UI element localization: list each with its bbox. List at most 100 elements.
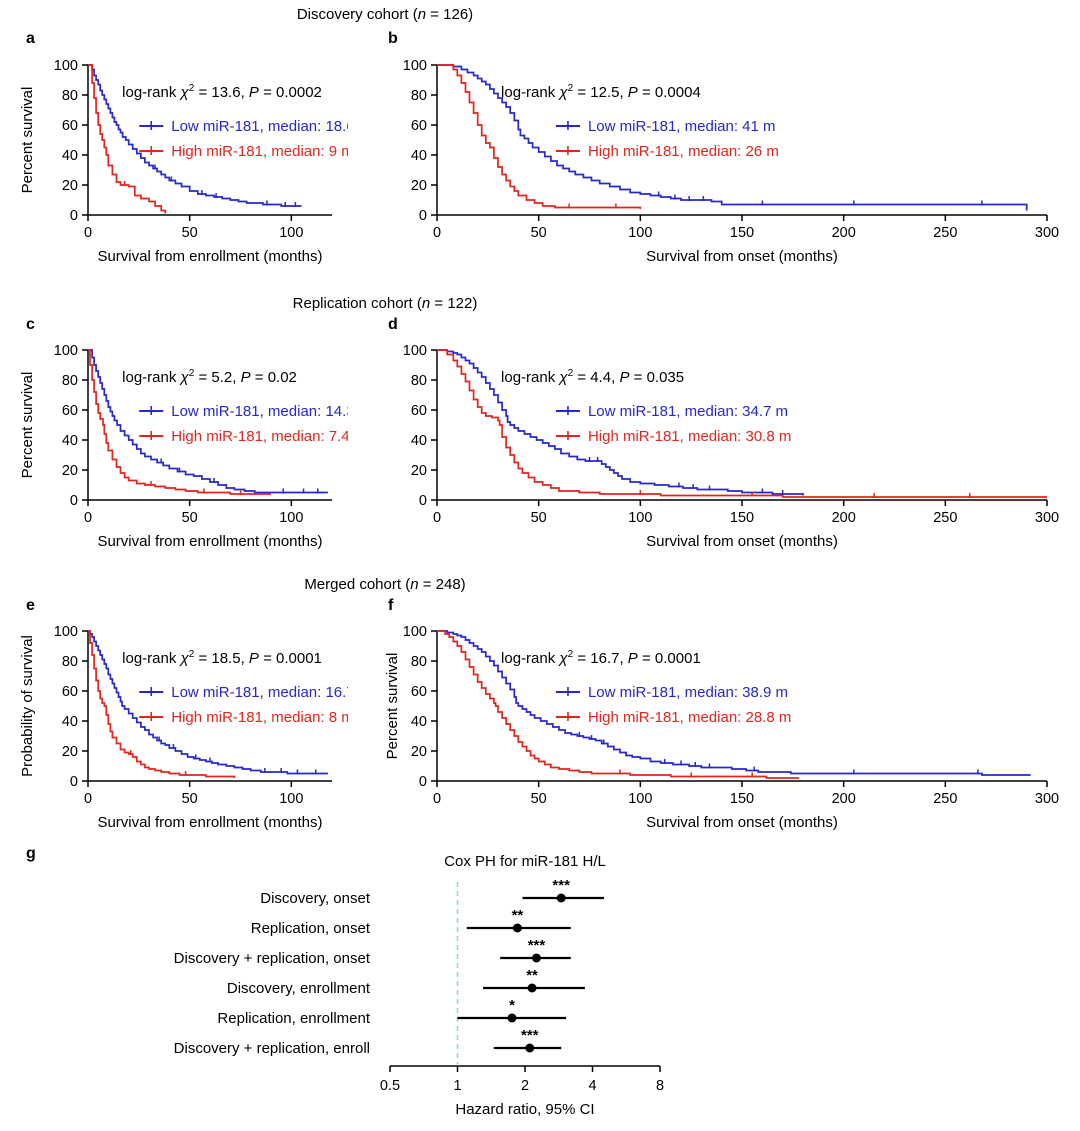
- svg-text:Discovery + replication, enrol: Discovery + replication, enroll: [174, 1040, 370, 1057]
- svg-text:100: 100: [279, 510, 303, 526]
- svg-text:100: 100: [403, 58, 427, 74]
- svg-text:50: 50: [182, 510, 198, 526]
- svg-text:log-rank χ2 = 13.6, P = 0.0002: log-rank χ2 = 13.6, P = 0.0002: [122, 83, 322, 101]
- svg-text:Low miR-181, median: 34.7 m: Low miR-181, median: 34.7 m: [588, 403, 788, 420]
- svg-text:50: 50: [182, 791, 198, 807]
- panel-letter-c: c: [26, 316, 35, 333]
- svg-text:80: 80: [411, 88, 427, 104]
- svg-text:100: 100: [54, 624, 78, 640]
- svg-text:300: 300: [1035, 510, 1059, 526]
- panel-letter-g: g: [26, 845, 36, 862]
- svg-text:2: 2: [521, 1078, 529, 1094]
- svg-text:100: 100: [279, 791, 303, 807]
- n-symbol: n: [421, 295, 431, 312]
- svg-text:50: 50: [531, 225, 547, 241]
- svg-text:Survival from enrollment (mont: Survival from enrollment (months): [97, 533, 322, 550]
- svg-text:0: 0: [70, 493, 78, 509]
- svg-text:80: 80: [62, 373, 78, 389]
- svg-text:150: 150: [730, 225, 754, 241]
- svg-text:60: 60: [411, 403, 427, 419]
- svg-text:100: 100: [279, 225, 303, 241]
- svg-text:20: 20: [62, 463, 78, 479]
- svg-text:8: 8: [656, 1078, 664, 1094]
- km-chart-d: 0 50 100 150 200 250 300 0 20 40 60 80 100 Survival f…: [383, 325, 1073, 575]
- svg-text:0: 0: [433, 510, 441, 526]
- svg-text:300: 300: [1035, 791, 1059, 807]
- svg-text:log-rank χ2 = 4.4, P = 0.035: log-rank χ2 = 4.4, P = 0.035: [501, 368, 684, 386]
- svg-text:0: 0: [70, 208, 78, 224]
- svg-text:40: 40: [62, 433, 78, 449]
- section-title-suffix: = 122): [430, 295, 478, 312]
- svg-text:Survival from enrollment (mont: Survival from enrollment (months): [97, 814, 322, 831]
- svg-text:High miR-181, median: 28.8 m: High miR-181, median: 28.8 m: [588, 709, 791, 726]
- svg-text:0: 0: [433, 791, 441, 807]
- svg-text:100: 100: [403, 624, 427, 640]
- svg-text:150: 150: [730, 510, 754, 526]
- svg-text:0: 0: [84, 791, 92, 807]
- km-chart-b: 0 50 100 150 200 250 300 0 20 40 60 80 100 Survival f…: [383, 40, 1073, 290]
- svg-text:80: 80: [62, 654, 78, 670]
- svg-text:Percent survival: Percent survival: [384, 653, 401, 760]
- panel-letter-b: b: [388, 30, 398, 47]
- svg-text:200: 200: [832, 510, 856, 526]
- section-title-discovery: Discovery cohort (n = 126): [0, 6, 770, 23]
- svg-text:log-rank χ2 = 12.5, P = 0.0004: log-rank χ2 = 12.5, P = 0.0004: [501, 83, 701, 101]
- svg-text:Survival from onset (months): Survival from onset (months): [646, 533, 838, 550]
- svg-text:250: 250: [933, 791, 957, 807]
- svg-text:0: 0: [433, 225, 441, 241]
- svg-text:Discovery, enrollment: Discovery, enrollment: [227, 980, 371, 997]
- svg-text:High miR-181, median: 8 m: High miR-181, median: 8 m: [171, 709, 348, 726]
- svg-text:High miR-181, median: 30.8 m: High miR-181, median: 30.8 m: [588, 428, 791, 445]
- svg-text:40: 40: [411, 714, 427, 730]
- km-chart-a: 0 50 100 0 20 40 60 80 100 Survival from enrollme…: [8, 40, 371, 290]
- svg-text:60: 60: [62, 684, 78, 700]
- panel-letter-e: e: [26, 597, 35, 614]
- svg-text:Hazard ratio, 95% CI: Hazard ratio, 95% CI: [455, 1101, 594, 1118]
- svg-text:20: 20: [411, 178, 427, 194]
- svg-text:Low miR-181, median: 18.6 m: Low miR-181, median: 18.6 m: [171, 118, 348, 135]
- svg-text:Low miR-181, median: 16.7 m: Low miR-181, median: 16.7 m: [171, 684, 348, 701]
- svg-text:High miR-181, median: 7.4 m: High miR-181, median: 7.4 m: [171, 428, 348, 445]
- svg-text:4: 4: [588, 1078, 596, 1094]
- svg-text:0: 0: [84, 225, 92, 241]
- forest-plot: Cox PH for miR-181 H/L Discovery, onset **…: [30, 846, 730, 1131]
- svg-text:80: 80: [411, 373, 427, 389]
- svg-text:100: 100: [628, 791, 652, 807]
- svg-text:0: 0: [70, 774, 78, 790]
- n-symbol: n: [417, 6, 427, 23]
- svg-text:60: 60: [62, 118, 78, 134]
- svg-text:***: ***: [552, 877, 570, 894]
- svg-text:High miR-181, median: 9 m: High miR-181, median: 9 m: [171, 143, 348, 160]
- svg-text:50: 50: [531, 510, 547, 526]
- km-chart-f: 0 50 100 150 200 250 300 0 20 40 60 80 100 Survival f…: [383, 606, 1073, 856]
- panel-letter-d: d: [388, 316, 398, 333]
- svg-text:log-rank χ2 = 16.7, P = 0.0001: log-rank χ2 = 16.7, P = 0.0001: [501, 649, 701, 667]
- svg-text:40: 40: [62, 714, 78, 730]
- svg-text:***: ***: [521, 1027, 539, 1044]
- svg-text:0: 0: [419, 493, 427, 509]
- svg-text:100: 100: [628, 510, 652, 526]
- svg-text:50: 50: [182, 225, 198, 241]
- svg-text:80: 80: [62, 88, 78, 104]
- svg-text:Replication, onset: Replication, onset: [251, 920, 371, 937]
- km-chart-e: 0 50 100 0 20 40 60 80 100 Survival from enrollme…: [8, 606, 371, 856]
- svg-text:250: 250: [933, 225, 957, 241]
- svg-text:**: **: [512, 907, 524, 924]
- svg-text:High miR-181, median: 26 m: High miR-181, median: 26 m: [588, 143, 779, 160]
- svg-text:60: 60: [62, 403, 78, 419]
- svg-text:Percent survival: Percent survival: [19, 372, 36, 479]
- svg-text:60: 60: [411, 684, 427, 700]
- svg-text:Low miR-181, median: 38.9 m: Low miR-181, median: 38.9 m: [588, 684, 788, 701]
- svg-text:250: 250: [933, 510, 957, 526]
- svg-text:Survival from enrollment (mont: Survival from enrollment (months): [97, 248, 322, 265]
- svg-text:20: 20: [62, 178, 78, 194]
- svg-text:Discovery, onset: Discovery, onset: [260, 890, 371, 907]
- svg-text:**: **: [526, 967, 538, 984]
- km-chart-c: 0 50 100 0 20 40 60 80 100 Survival from enrollme…: [8, 325, 371, 575]
- panel-letter-f: f: [388, 597, 394, 614]
- svg-text:Discovery + replication, onset: Discovery + replication, onset: [174, 950, 371, 967]
- svg-text:50: 50: [531, 791, 547, 807]
- svg-text:300: 300: [1035, 225, 1059, 241]
- svg-text:0: 0: [419, 774, 427, 790]
- svg-text:***: ***: [528, 937, 546, 954]
